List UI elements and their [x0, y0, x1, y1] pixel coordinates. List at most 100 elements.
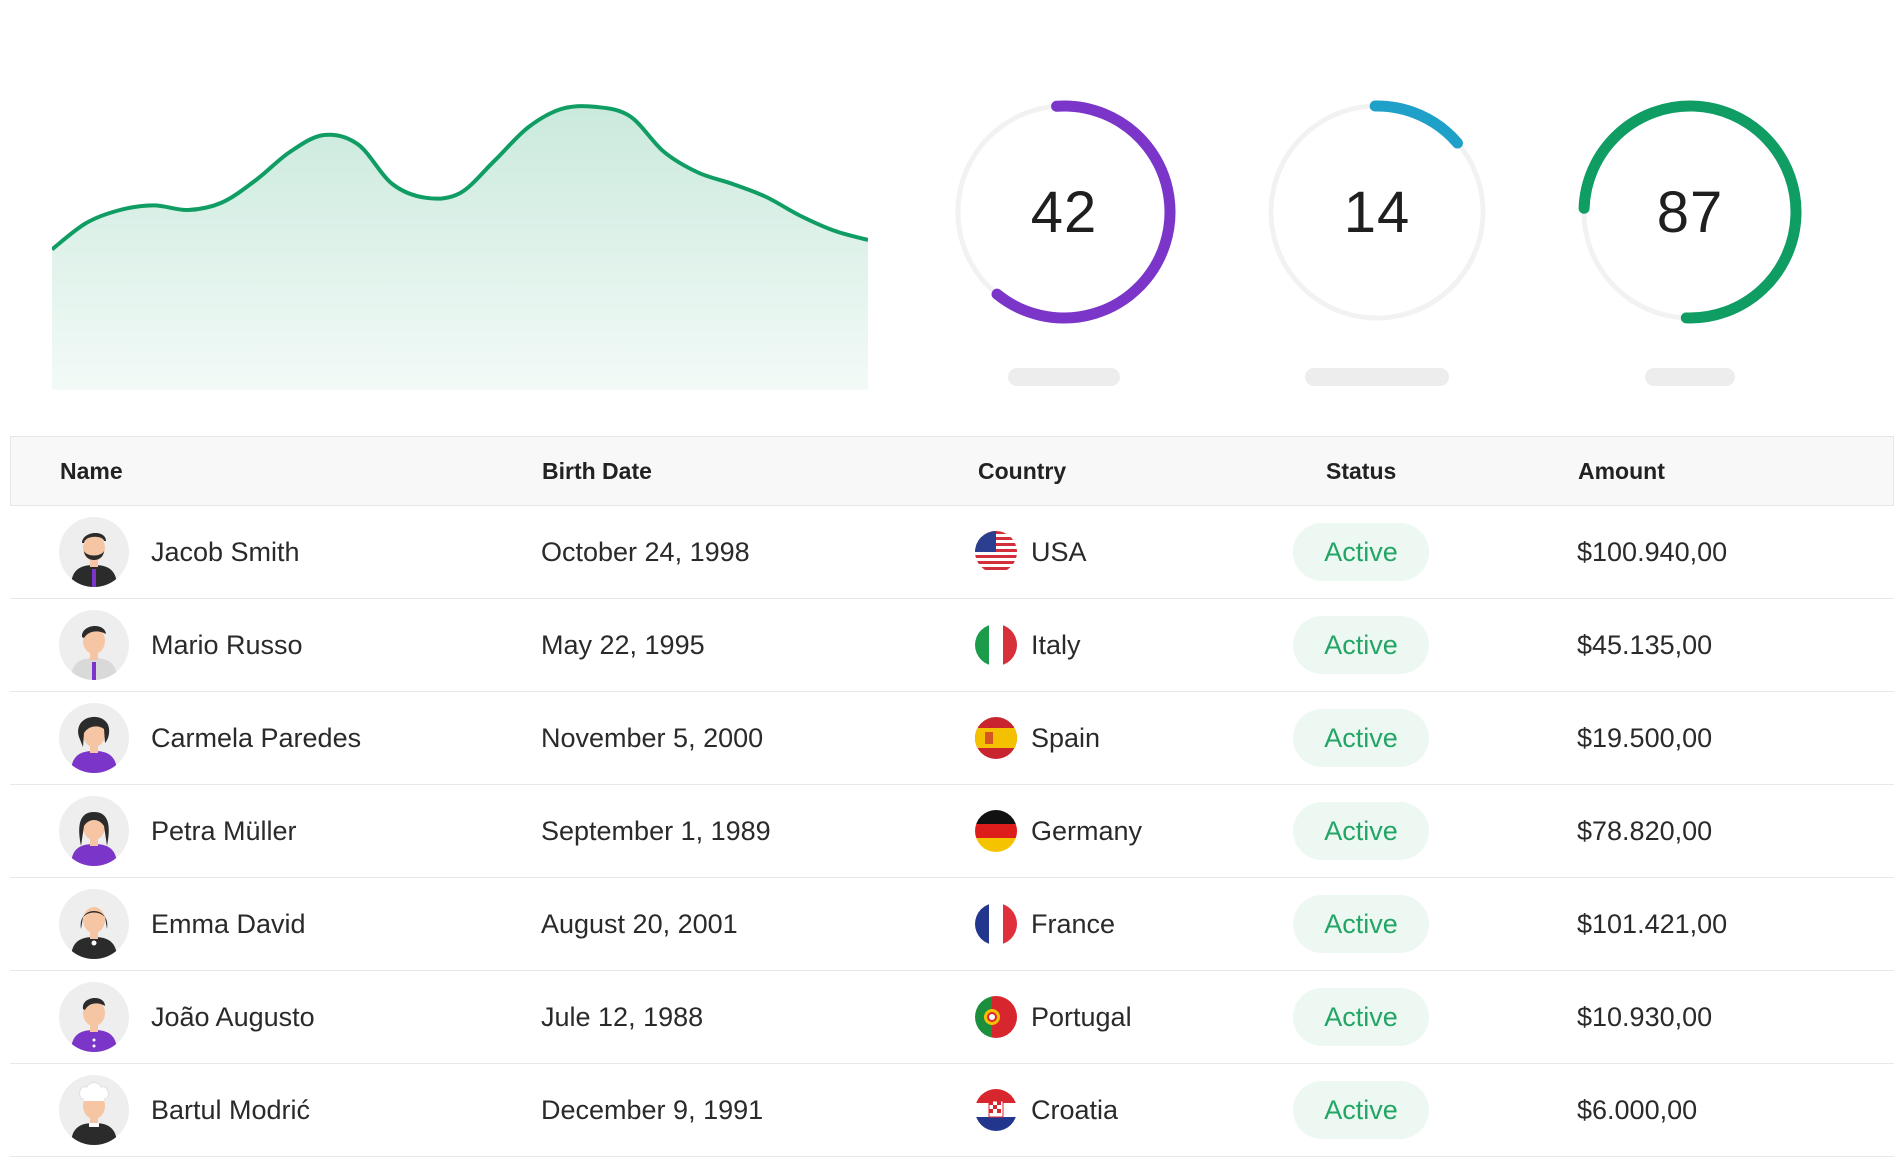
country-name: Croatia [1031, 1094, 1119, 1125]
table-row[interactable]: Petra Müller September 1, 1989 Germany A… [10, 785, 1894, 878]
user-name: Emma David [151, 908, 306, 939]
country-name: Portugal [1031, 1001, 1132, 1032]
table-row[interactable]: João Augusto Jule 12, 1988 Portugal Acti… [10, 971, 1894, 1064]
gauge-3-label-placeholder [1645, 368, 1735, 386]
gauge-3-value: 87 [1656, 179, 1724, 245]
gauge-1-label-placeholder [1008, 368, 1120, 386]
birth-date-cell: November 5, 2000 [541, 692, 763, 784]
table-header: Name Birth Date Country Status Amount [10, 436, 1894, 506]
country-cell: Croatia [975, 1064, 1118, 1156]
status-badge: Active [1293, 802, 1429, 860]
amount-cell: $100.940,00 [1577, 506, 1727, 598]
status-cell: Active [1293, 599, 1429, 691]
gauge-3: 87 [1570, 92, 1810, 392]
status-cell: Active [1293, 692, 1429, 784]
status-cell: Active [1293, 785, 1429, 877]
country-cell: Portugal [975, 971, 1132, 1063]
table-body: Jacob Smith October 24, 1998 USA Active … [10, 506, 1894, 1157]
status-badge: Active [1293, 709, 1429, 767]
spain-flag-icon [975, 717, 1017, 759]
table-row[interactable]: Emma David August 20, 2001 France Active… [10, 878, 1894, 971]
country-name: France [1031, 908, 1116, 939]
status-cell: Active [1293, 971, 1429, 1063]
table-row[interactable]: Carmela Paredes November 5, 2000 Spain A… [10, 692, 1894, 785]
amount-cell: $6.000,00 [1577, 1064, 1697, 1156]
status-cell: Active [1293, 1064, 1429, 1156]
country-name: USA [1031, 536, 1087, 567]
name-cell: Emma David [59, 878, 306, 970]
amount: $45.135,00 [1577, 629, 1713, 660]
amount: $19.500,00 [1577, 722, 1713, 753]
birth-date: August 20, 2001 [541, 908, 738, 939]
status-badge: Active [1293, 988, 1429, 1046]
birth-date-cell: December 9, 1991 [541, 1064, 763, 1156]
gauge-progress-arc [1369, 100, 1463, 149]
amount-cell: $10.930,00 [1577, 971, 1712, 1063]
man-bearded-avatar [59, 517, 129, 587]
amount: $6.000,00 [1577, 1094, 1698, 1125]
country-cell: Germany [975, 785, 1142, 877]
woman-long-hair-avatar [59, 796, 129, 866]
amount-cell: $45.135,00 [1577, 599, 1712, 691]
man-tie-avatar [59, 610, 129, 680]
croatia-flag-icon [975, 1089, 1017, 1131]
birth-date-cell: May 22, 1995 [541, 599, 705, 691]
birth-date: December 9, 1991 [541, 1094, 764, 1125]
status-badge: Active [1293, 523, 1429, 581]
gauge-1: 42 [944, 92, 1184, 392]
status-badge: Active [1293, 895, 1429, 953]
user-name: Mario Russo [151, 629, 303, 660]
country-name: Italy [1031, 629, 1081, 660]
birth-date: Jule 12, 1988 [541, 1001, 704, 1032]
woman-bob-avatar [59, 889, 129, 959]
birth-date: October 24, 1998 [541, 536, 750, 567]
usa-flag-icon [975, 531, 1017, 573]
gauge-progress-arc [1578, 100, 1802, 324]
amount: $10.930,00 [1577, 1001, 1713, 1032]
france-flag-icon [975, 903, 1017, 945]
gauge-1-value: 42 [1030, 179, 1098, 245]
status-badge: Active [1293, 616, 1429, 674]
header-amount[interactable]: Amount [1578, 458, 1665, 484]
chart-series-line [52, 104, 868, 251]
birth-date-cell: September 1, 1989 [541, 785, 771, 877]
header-name[interactable]: Name [60, 458, 123, 484]
header-country[interactable]: Country [978, 458, 1067, 484]
gauge-2: 14 [1257, 92, 1497, 392]
gauge-2-label-placeholder [1305, 368, 1449, 386]
name-cell: Bartul Modrić [59, 1064, 310, 1156]
amount-cell: $19.500,00 [1577, 692, 1712, 784]
birth-date: May 22, 1995 [541, 629, 705, 660]
table-row[interactable]: Jacob Smith October 24, 1998 USA Active … [10, 506, 1894, 599]
country-cell: France [975, 878, 1115, 970]
user-name: Petra Müller [151, 815, 297, 846]
amount: $101.421,00 [1577, 908, 1728, 939]
man-purple-shirt-avatar [59, 982, 129, 1052]
birth-date-cell: Jule 12, 1988 [541, 971, 703, 1063]
birth-date: September 1, 1989 [541, 815, 771, 846]
gauge-progress-arc [991, 100, 1176, 324]
table-row[interactable]: Mario Russo May 22, 1995 Italy Active $4… [10, 599, 1894, 692]
table-row[interactable]: Bartul Modrić December 9, 1991 Croatia A… [10, 1064, 1894, 1157]
name-cell: Jacob Smith [59, 506, 300, 598]
user-name: Jacob Smith [151, 536, 300, 567]
status-cell: Active [1293, 878, 1429, 970]
woman-curly-avatar [59, 703, 129, 773]
status-cell: Active [1293, 506, 1429, 598]
amount-cell: $78.820,00 [1577, 785, 1712, 877]
country-name: Spain [1031, 722, 1101, 753]
user-name: Bartul Modrić [151, 1094, 311, 1125]
header-status[interactable]: Status [1326, 458, 1397, 484]
man-chef-avatar [59, 1075, 129, 1145]
country-cell: Spain [975, 692, 1100, 784]
birth-date-cell: August 20, 2001 [541, 878, 738, 970]
amount-cell: $101.421,00 [1577, 878, 1727, 970]
germany-flag-icon [975, 810, 1017, 852]
name-cell: Carmela Paredes [59, 692, 361, 784]
portugal-flag-icon [975, 996, 1017, 1038]
country-name: Germany [1031, 815, 1143, 846]
name-cell: João Augusto [59, 971, 315, 1063]
chart-area-fill [52, 106, 868, 390]
header-birth-date[interactable]: Birth Date [542, 458, 652, 484]
user-name: João Augusto [151, 1001, 315, 1032]
